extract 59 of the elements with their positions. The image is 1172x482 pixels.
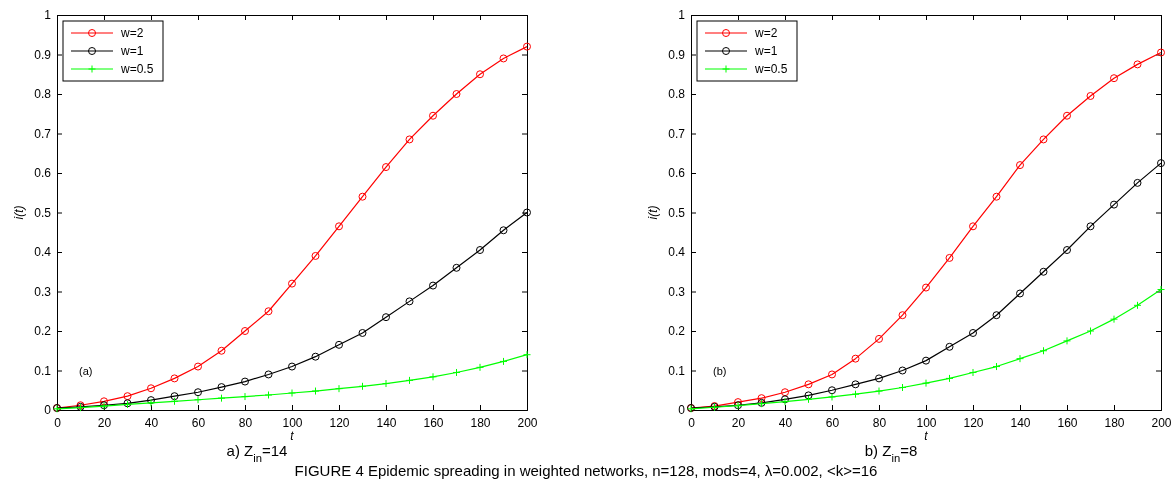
y-axis-title: i(t) — [646, 205, 660, 220]
x-axis-title: t — [924, 429, 929, 443]
y-tick-label: 0.6 — [34, 166, 52, 181]
x-tick-label: 160 — [423, 415, 444, 430]
x-tick-label: 180 — [1104, 415, 1125, 430]
x-tick-label: 160 — [1057, 415, 1078, 430]
x-tick-label: 100 — [282, 415, 303, 430]
annotation: (a) — [79, 365, 93, 377]
y-tick-label: 0.8 — [34, 87, 52, 102]
y-tick-label: 0.7 — [34, 126, 52, 141]
y-tick-label: 0.5 — [34, 205, 52, 220]
x-tick-label: 100 — [916, 415, 937, 430]
y-tick-label: 0.7 — [668, 126, 686, 141]
legend-label: w=1 — [120, 44, 144, 58]
y-tick-label: 0.2 — [668, 324, 686, 339]
legend-label: w=2 — [754, 26, 778, 40]
y-tick-label: 0.6 — [668, 166, 686, 181]
caption: FIGURE 4 Epidemic spreading in weighted networks, n=128, mods=4, λ=0.002, <k>=16 — [294, 462, 878, 479]
x-tick-label: 0 — [688, 415, 696, 430]
x-tick-label: 140 — [376, 415, 397, 430]
x-tick-label: 20 — [731, 415, 746, 430]
y-tick-label: 0.1 — [34, 363, 52, 378]
y-tick-label: 0 — [678, 403, 686, 418]
y-tick-label: 0.5 — [668, 205, 686, 220]
annotation: (b) — [713, 365, 727, 377]
y-axis-title: i(t) — [12, 205, 26, 220]
y-tick-label: 0.4 — [34, 245, 52, 260]
x-tick-label: 180 — [470, 415, 491, 430]
legend-label: w=1 — [754, 44, 778, 58]
y-tick-label: 0.9 — [668, 47, 686, 62]
y-tick-label: 0.9 — [34, 47, 52, 62]
x-axis-title: t — [290, 429, 295, 443]
x-tick-label: 60 — [825, 415, 840, 430]
y-tick-label: 0 — [44, 403, 52, 418]
text: a) Z$_{in}$=14 — [226, 442, 288, 464]
x-tick-label: 40 — [778, 415, 793, 430]
y-tick-label: 1 — [678, 8, 686, 23]
x-tick-label: 80 — [238, 415, 253, 430]
x-tick-label: 0 — [54, 415, 62, 430]
x-tick-label: 80 — [872, 415, 887, 430]
x-tick-label: 20 — [97, 415, 112, 430]
x-tick-label: 60 — [191, 415, 206, 430]
legend-label: w=2 — [120, 26, 144, 40]
y-tick-label: 0.2 — [34, 324, 52, 339]
legend-label: w=0.5 — [754, 62, 788, 76]
x-tick-label: 200 — [517, 415, 538, 430]
x-tick-label: 120 — [329, 415, 350, 430]
y-tick-label: 0.8 — [668, 87, 686, 102]
text: b) Z$_{in}$=8 — [864, 442, 918, 464]
y-tick-label: 0.4 — [668, 245, 686, 260]
y-tick-label: 0.1 — [668, 363, 686, 378]
x-tick-label: 140 — [1010, 415, 1031, 430]
x-tick-label: 200 — [1151, 415, 1172, 430]
y-tick-label: 0.3 — [34, 284, 52, 299]
legend-label: w=0.5 — [120, 62, 154, 76]
y-tick-label: 0.3 — [668, 284, 686, 299]
y-tick-label: 1 — [44, 8, 52, 23]
x-tick-label: 40 — [144, 415, 159, 430]
x-tick-label: 120 — [963, 415, 984, 430]
